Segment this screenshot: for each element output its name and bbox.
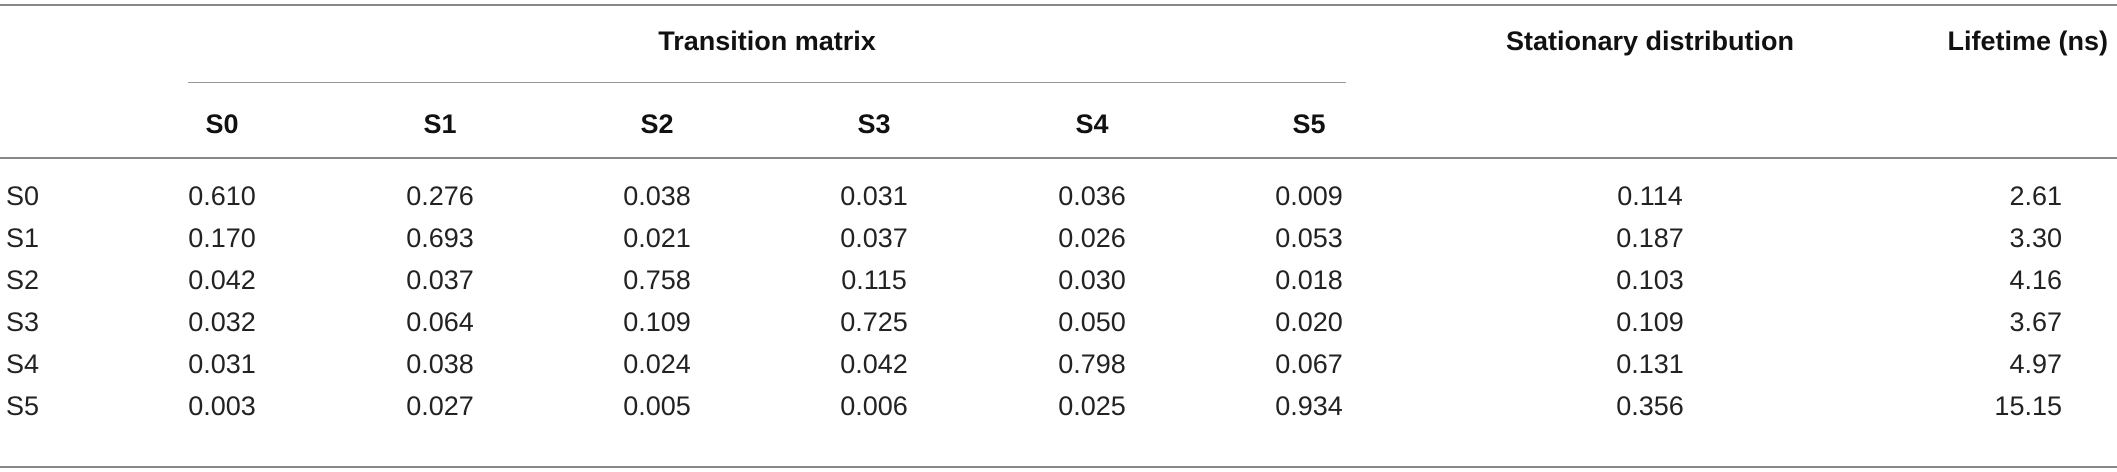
transition-cell: 0.024 <box>623 349 691 379</box>
transition-cell: 0.276 <box>406 181 474 211</box>
stationary-distribution-header: Stationary distribution <box>1505 26 1795 56</box>
transition-cell: 0.037 <box>840 223 908 253</box>
stationary-cell: 0.187 <box>1616 223 1684 253</box>
transition-cell: 0.693 <box>406 223 474 253</box>
transition-cell: 0.037 <box>406 265 474 295</box>
transition-cell: 0.009 <box>1275 181 1343 211</box>
transition-cell: 0.053 <box>1275 223 1343 253</box>
column-header-s0: S0 <box>205 109 239 139</box>
row-label: S3 <box>6 307 40 337</box>
stationary-cell: 0.103 <box>1616 265 1684 295</box>
lifetime-cell: 3.67 <box>2009 307 2062 337</box>
lifetime-cell: 4.97 <box>2009 349 2062 379</box>
transition-cell: 0.026 <box>1058 223 1126 253</box>
transition-cell: 0.042 <box>188 265 256 295</box>
transition-cell: 0.018 <box>1275 265 1343 295</box>
top-rule <box>0 4 2117 6</box>
transition-cell: 0.170 <box>188 223 256 253</box>
transition-cell: 0.031 <box>840 181 908 211</box>
column-header-s4: S4 <box>1075 109 1109 139</box>
header-bottom-rule <box>0 157 2117 159</box>
row-label: S0 <box>6 181 40 211</box>
transition-matrix-header: Transition matrix <box>658 26 876 56</box>
transition-cell: 0.064 <box>406 307 474 337</box>
stationary-cell: 0.131 <box>1616 349 1684 379</box>
transition-matrix-rule <box>188 82 1346 83</box>
transition-cell: 0.934 <box>1275 391 1343 421</box>
transition-cell: 0.003 <box>188 391 256 421</box>
row-label: S5 <box>6 391 40 421</box>
transition-cell: 0.020 <box>1275 307 1343 337</box>
column-header-s1: S1 <box>423 109 457 139</box>
stationary-cell: 0.356 <box>1616 391 1684 421</box>
transition-cell: 0.032 <box>188 307 256 337</box>
column-header-s5: S5 <box>1292 109 1326 139</box>
transition-cell: 0.610 <box>188 181 256 211</box>
transition-cell: 0.038 <box>406 349 474 379</box>
lifetime-cell: 2.61 <box>2009 181 2062 211</box>
transition-cell: 0.038 <box>623 181 691 211</box>
column-header-s3: S3 <box>857 109 891 139</box>
lifetime-cell: 3.30 <box>2009 223 2062 253</box>
stationary-cell: 0.109 <box>1616 307 1684 337</box>
transition-cell: 0.758 <box>623 265 691 295</box>
transition-cell: 0.030 <box>1058 265 1126 295</box>
lifetime-cell: 15.15 <box>1994 391 2062 421</box>
row-label: S4 <box>6 349 40 379</box>
transition-cell: 0.006 <box>840 391 908 421</box>
transition-cell: 0.798 <box>1058 349 1126 379</box>
bottom-rule <box>0 466 2117 468</box>
stationary-cell: 0.114 <box>1617 181 1683 211</box>
column-header-s2: S2 <box>640 109 674 139</box>
transition-cell: 0.021 <box>623 223 691 253</box>
transition-cell: 0.042 <box>840 349 908 379</box>
lifetime-cell: 4.16 <box>2009 265 2062 295</box>
transition-cell: 0.005 <box>623 391 691 421</box>
transition-cell: 0.109 <box>623 307 691 337</box>
transition-cell: 0.067 <box>1275 349 1343 379</box>
transition-cell: 0.036 <box>1058 181 1126 211</box>
transition-cell: 0.031 <box>188 349 256 379</box>
transition-cell: 0.050 <box>1058 307 1126 337</box>
transition-cell: 0.115 <box>841 265 907 295</box>
lifetime-header: Lifetime (ns) <box>1947 26 2108 56</box>
row-label: S1 <box>6 223 40 253</box>
row-label: S2 <box>6 265 40 295</box>
transition-cell: 0.027 <box>406 391 474 421</box>
transition-cell: 0.025 <box>1058 391 1126 421</box>
transition-cell: 0.725 <box>840 307 908 337</box>
